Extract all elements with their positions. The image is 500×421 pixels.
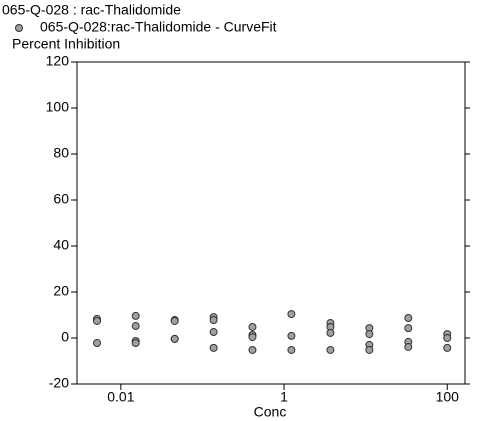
y-tick-label: 40 xyxy=(53,237,69,253)
data-point xyxy=(287,345,296,354)
data-point xyxy=(443,343,452,352)
y-tick-label: 80 xyxy=(53,145,69,161)
data-point xyxy=(170,316,179,325)
x-tick-label: 1 xyxy=(280,389,288,405)
y-tick-label: 0 xyxy=(61,329,69,345)
data-point xyxy=(209,328,218,337)
data-point xyxy=(248,333,257,342)
data-point xyxy=(131,311,140,320)
data-point xyxy=(404,324,413,333)
data-point xyxy=(170,334,179,343)
data-point xyxy=(443,334,452,342)
data-point xyxy=(326,345,335,354)
x-axis-label: Conc xyxy=(254,404,287,420)
data-point xyxy=(131,322,140,331)
data-point xyxy=(404,313,413,322)
data-point xyxy=(326,328,335,337)
data-point xyxy=(248,345,257,354)
data-point xyxy=(93,316,102,325)
y-tick-label: 120 xyxy=(46,53,70,69)
y-axis-label: Percent Inhibition xyxy=(12,36,120,52)
data-point xyxy=(404,342,413,351)
x-tick-label: 100 xyxy=(436,389,460,405)
data-point xyxy=(209,316,218,325)
y-tick-label: 60 xyxy=(53,191,69,207)
legend-label: 065-Q-028:rac-Thalidomide - CurveFit xyxy=(40,19,277,35)
y-tick-label: 100 xyxy=(46,99,70,115)
y-tick-label: 20 xyxy=(53,283,69,299)
data-point xyxy=(248,322,257,331)
data-point xyxy=(287,310,296,319)
data-point xyxy=(93,339,102,348)
data-point xyxy=(131,339,140,348)
y-tick-label: -20 xyxy=(49,375,69,391)
data-point xyxy=(365,345,374,354)
x-tick-label: 0.01 xyxy=(107,389,134,405)
chart-title: 065-Q-028 : rac-Thalidomide xyxy=(2,2,181,18)
data-point xyxy=(287,331,296,340)
legend-marker xyxy=(15,24,23,32)
data-point xyxy=(365,330,374,339)
data-point xyxy=(209,343,218,352)
plot-frame xyxy=(76,61,466,385)
